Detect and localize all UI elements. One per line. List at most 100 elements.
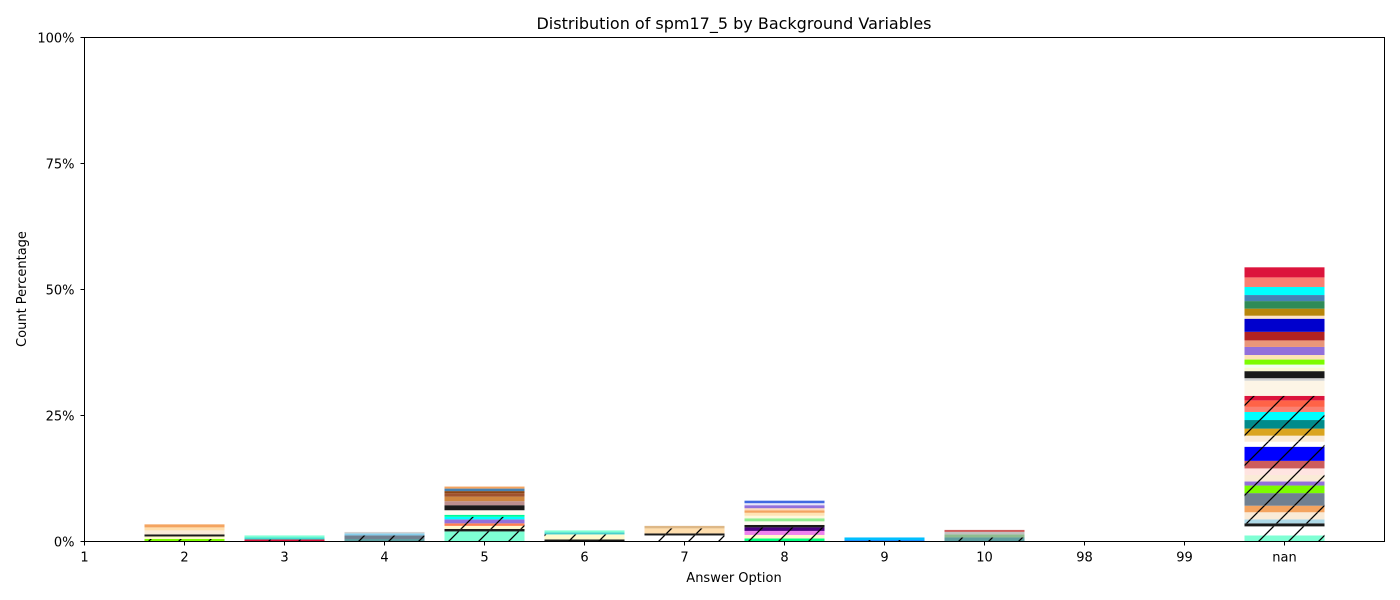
- bar-segment: [744, 512, 825, 516]
- x-tick-label: 4: [380, 551, 388, 566]
- bar-stack-8: [744, 500, 825, 542]
- bar-segment: [444, 514, 525, 517]
- bar-segment: [344, 533, 425, 536]
- bar-segment: [1244, 380, 1325, 396]
- bar-segment-hatch: [644, 528, 725, 534]
- x-tick-label: 98: [1076, 551, 1093, 566]
- x-axis: 1 2 3 4 5 6 7 8 9 10 98 99 nan: [80, 541, 1297, 566]
- bar-segment: [1244, 364, 1325, 368]
- bar-segment-hatch: [1244, 512, 1325, 520]
- bar-segment: [1244, 371, 1325, 379]
- bar-segment: [1244, 295, 1325, 302]
- x-tick-label: 99: [1176, 551, 1193, 566]
- x-tick-label: nan: [1272, 551, 1296, 566]
- bar-segment: [444, 501, 525, 506]
- bar-segment: [1244, 267, 1325, 278]
- bar-segment-hatch: [1244, 474, 1325, 482]
- x-axis-label: Answer Option: [686, 571, 781, 586]
- bar-segment-hatch: [444, 523, 525, 526]
- bar-segment: [244, 535, 325, 538]
- bar-segment-hatch: [1244, 535, 1325, 542]
- bar-segment: [144, 530, 225, 535]
- bar-segment: [244, 537, 325, 540]
- bar-segment: [744, 508, 825, 511]
- y-tick-label: 25%: [46, 410, 75, 425]
- bar-segment: [1244, 308, 1325, 316]
- bar-segment: [944, 531, 1025, 535]
- bar-stack-10: [944, 529, 1025, 542]
- bar-segment-hatch: [1244, 526, 1325, 536]
- bar-segment-hatch: [244, 539, 325, 542]
- bar-segment-hatch: [1244, 420, 1325, 429]
- bar-stack-9: [844, 537, 925, 542]
- y-tick-label: 50%: [46, 284, 75, 299]
- y-tick-label: 100%: [37, 32, 74, 47]
- bar-segment-hatch: [744, 534, 825, 539]
- bar-segment-hatch: [1244, 395, 1325, 401]
- bar-segment-hatch: [1244, 468, 1325, 475]
- bar-segment-hatch: [1244, 446, 1325, 461]
- bar-segment: [1244, 346, 1325, 356]
- bar-segment: [444, 510, 525, 515]
- bar-segment: [744, 500, 825, 504]
- x-tick-label: 7: [680, 551, 688, 566]
- bar-segment: [144, 536, 225, 539]
- plot-frame: [84, 37, 1385, 542]
- bar-segment-hatch: [744, 538, 825, 542]
- bar-segment-hatch: [544, 534, 625, 540]
- bar-segment-hatch: [1244, 460, 1325, 469]
- bar-segment: [744, 505, 825, 509]
- bar-segment: [744, 510, 825, 513]
- bar-segment: [944, 534, 1025, 538]
- bar-segment-hatch: [444, 531, 525, 542]
- bar-segment: [1244, 523, 1325, 527]
- bar-segment: [444, 486, 525, 489]
- bar-segment: [544, 532, 625, 535]
- y-tick-label: 0%: [54, 536, 75, 551]
- bar-segment: [144, 524, 225, 528]
- bar-segment-hatch: [144, 538, 225, 542]
- bar-segment: [444, 488, 525, 492]
- bar-segment: [444, 491, 525, 494]
- bar-segment-hatch: [944, 537, 1025, 542]
- bar-segment-hatch: [1244, 493, 1325, 506]
- bar-segment: [1244, 315, 1325, 319]
- bar-segment-hatch: [444, 516, 525, 520]
- bar-segment: [444, 493, 525, 497]
- bar-segment: [1244, 277, 1325, 287]
- bar-segment-hatch: [544, 539, 625, 542]
- bar-segment: [444, 528, 525, 532]
- bar-segment: [1244, 378, 1325, 381]
- bar-segment-hatch: [1244, 428, 1325, 436]
- bar-segment-hatch: [344, 535, 425, 539]
- bar-segment-hatch: [1244, 400, 1325, 407]
- bar-segment-hatch: [844, 539, 925, 542]
- bar-segment: [744, 518, 825, 522]
- x-tick-label: 10: [976, 551, 993, 566]
- bar-segment: [744, 515, 825, 519]
- bar-segment: [744, 521, 825, 525]
- bar-stack-2: [144, 524, 225, 542]
- x-tick-label: 5: [480, 551, 488, 566]
- bar-stack-4: [344, 531, 425, 542]
- bar-segment-hatch: [1244, 435, 1325, 442]
- bar-stack-7: [644, 525, 725, 542]
- bar-segment: [644, 525, 725, 529]
- bar-stack-3: [244, 535, 325, 542]
- bar-segment-hatch: [1244, 441, 1325, 447]
- bar-segment-hatch: [744, 527, 825, 531]
- bar-segment: [444, 505, 525, 511]
- bar-segment-hatch: [444, 525, 525, 529]
- bar-segment: [344, 531, 425, 534]
- bar-segment-hatch: [1244, 411, 1325, 421]
- y-axis: 0% 25% 50% 75% 100%: [37, 32, 85, 551]
- bar-segment-hatch: [444, 519, 525, 524]
- bar-segment: [744, 524, 825, 528]
- bar-segment: [1244, 318, 1325, 332]
- x-tick-label: 8: [780, 551, 788, 566]
- bar-segment-hatch: [1244, 481, 1325, 486]
- bar-segment: [1244, 286, 1325, 296]
- bar-segment: [444, 496, 525, 502]
- bar-segment: [1244, 359, 1325, 365]
